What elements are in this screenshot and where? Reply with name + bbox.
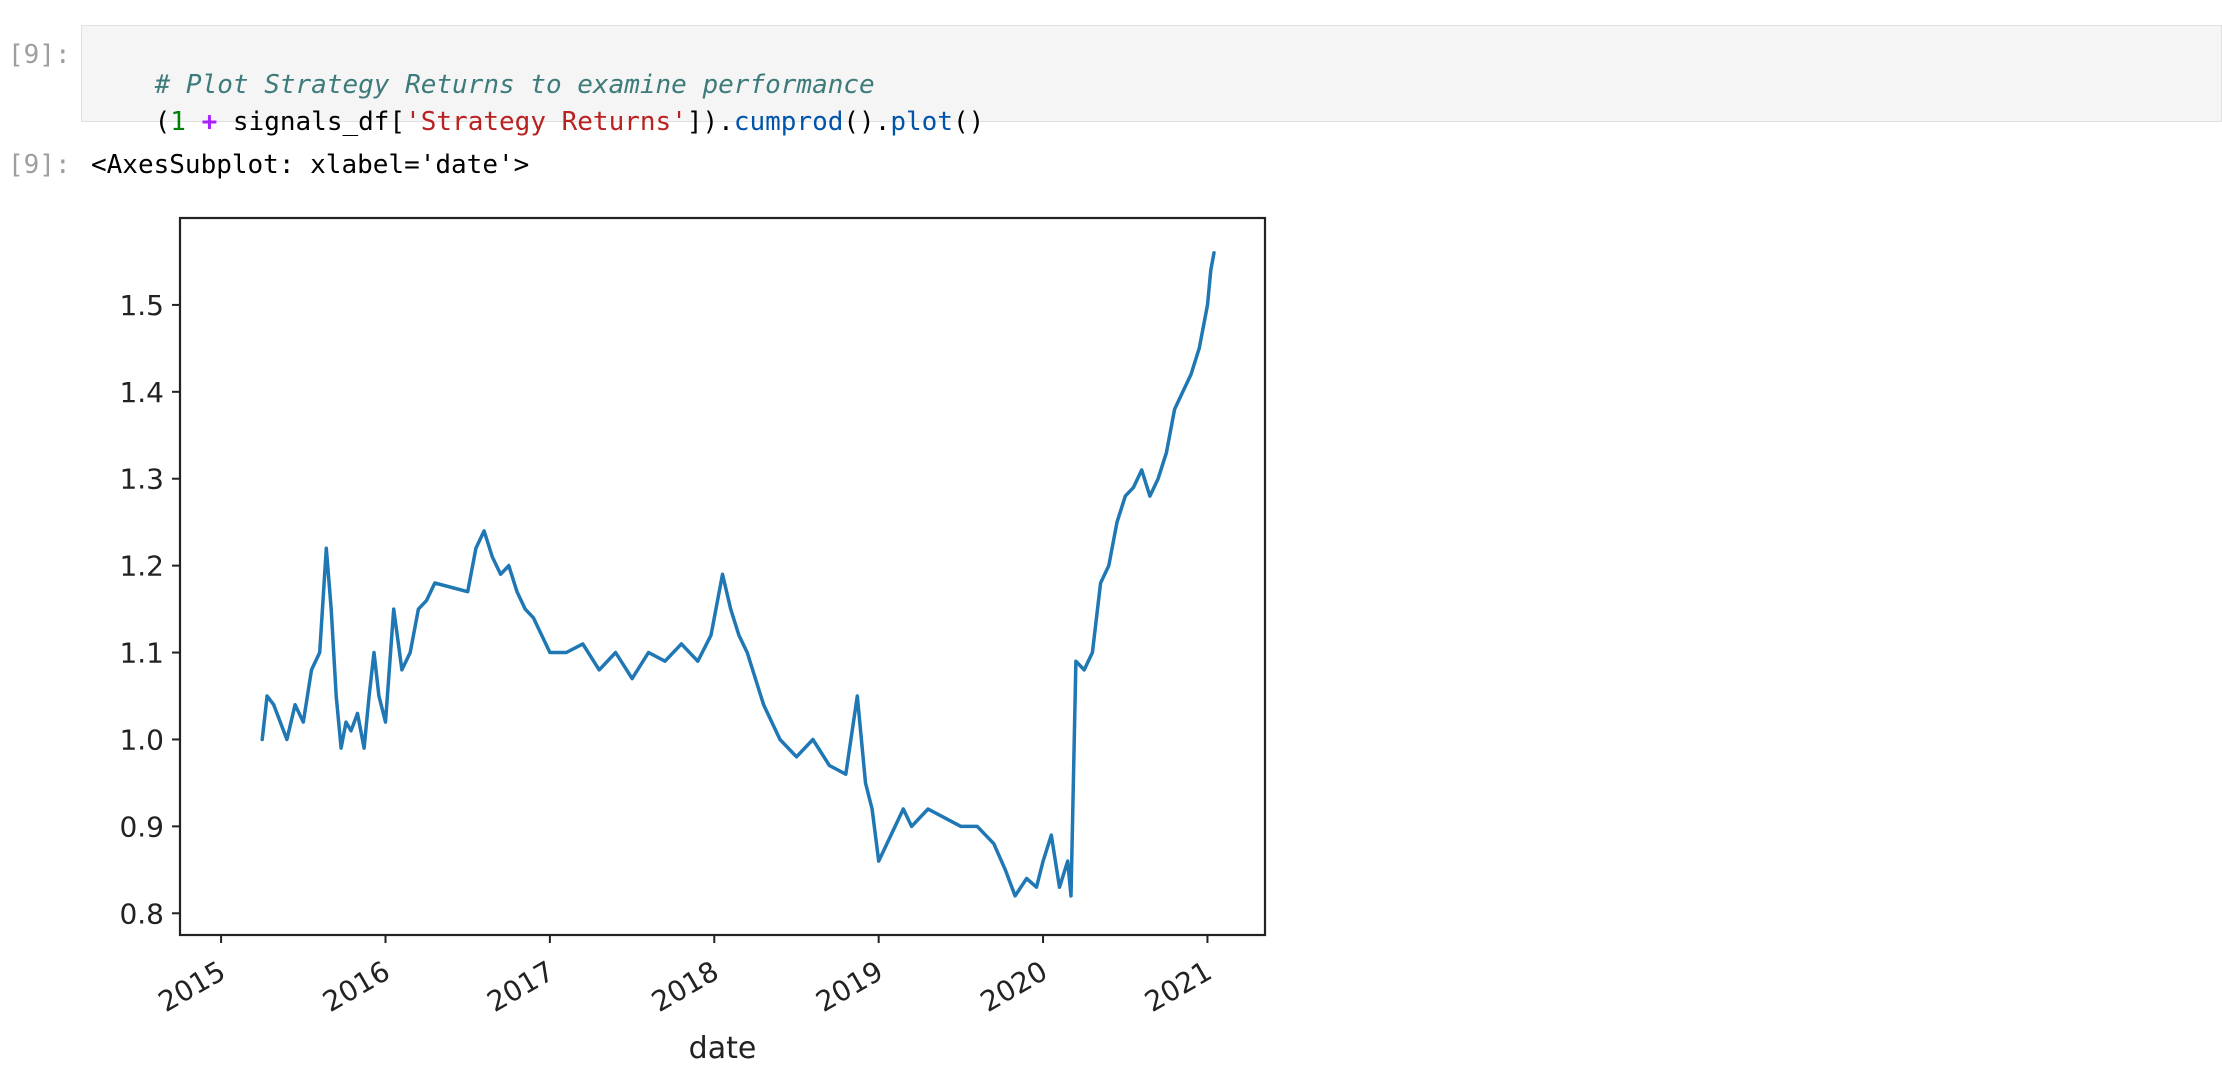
x-axis-label: date bbox=[689, 1031, 757, 1066]
code-number: 1 bbox=[170, 107, 186, 137]
code-line-expression: (1 + signals_df['Strategy Returns']).cum… bbox=[92, 77, 985, 167]
code-close: ]). bbox=[686, 107, 734, 137]
y-axis-ticks: 0.8 0.9 1.0 1.1 1.2 1.3 1.4 1.5 bbox=[119, 289, 180, 930]
series-group bbox=[260, 251, 1216, 898]
code-variable: signals_df[ bbox=[217, 107, 406, 137]
series-line bbox=[260, 251, 1216, 898]
code-input-cell[interactable]: # Plot Strategy Returns to examine perfo… bbox=[81, 25, 2222, 137]
code-paren-open: ( bbox=[154, 107, 171, 137]
y-tick-label: 0.8 bbox=[119, 897, 164, 930]
code-string: 'Strategy Returns' bbox=[405, 107, 687, 137]
x-tick-label: 2020 bbox=[975, 954, 1053, 1018]
x-tick-label: 2021 bbox=[1139, 954, 1217, 1018]
y-tick-label: 1.3 bbox=[119, 463, 164, 496]
code-mid: (). bbox=[843, 107, 891, 137]
code-comment: # Plot Strategy Returns to examine perfo… bbox=[154, 70, 875, 100]
code-function-cumprod: cumprod bbox=[733, 107, 844, 137]
output-prompt: [9]: bbox=[8, 150, 71, 180]
code-operator: + bbox=[201, 107, 218, 137]
y-tick-label: 1.2 bbox=[119, 550, 164, 583]
y-tick-label: 0.9 bbox=[119, 810, 164, 843]
output-repr-text: <AxesSubplot: xlabel='date'> bbox=[91, 150, 530, 180]
y-tick-label: 1.1 bbox=[119, 637, 164, 670]
input-prompt: [9]: bbox=[8, 40, 71, 70]
x-axis-ticks: 2015 2016 2017 2018 2019 2020 2021 bbox=[153, 935, 1217, 1019]
y-tick-label: 1.5 bbox=[119, 289, 164, 322]
y-tick-label: 1.0 bbox=[119, 723, 164, 756]
plot-frame bbox=[178, 216, 1267, 937]
code-end: () bbox=[953, 107, 985, 137]
x-tick-label: 2017 bbox=[482, 954, 560, 1018]
x-tick-label: 2015 bbox=[153, 954, 231, 1018]
x-tick-label: 2018 bbox=[646, 954, 724, 1018]
code-line-comment: # Plot Strategy Returns to examine perfo… bbox=[92, 40, 875, 130]
x-tick-label: 2016 bbox=[317, 954, 395, 1018]
code-function-plot: plot bbox=[890, 107, 953, 137]
y-tick-label: 1.4 bbox=[119, 376, 164, 409]
x-tick-label: 2019 bbox=[810, 954, 888, 1018]
